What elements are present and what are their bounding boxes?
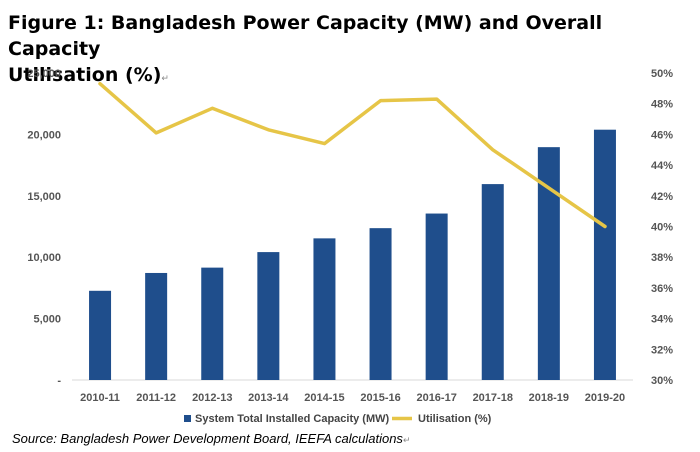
capacity-bar	[369, 228, 392, 380]
x-axis-tick-label: 2017-18	[473, 392, 513, 404]
left-axis-tick-label: 20,000	[27, 129, 61, 141]
left-axis-tick-label: 5,000	[33, 314, 61, 326]
left-axis-tick-label: 15,000	[27, 191, 61, 203]
right-axis-tick-label: 34%	[651, 314, 673, 326]
x-axis-tick-label: 2013-14	[248, 392, 289, 404]
x-axis-tick-label: 2015-16	[360, 392, 400, 404]
right-axis-tick-label: 48%	[651, 99, 673, 111]
right-axis-tick-label: 30%	[651, 375, 673, 387]
x-axis-tick-label: 2019-20	[585, 392, 625, 404]
legend-swatch-capacity	[184, 415, 191, 422]
right-axis-tick-label: 38%	[651, 252, 673, 264]
capacity-bar	[313, 238, 336, 380]
x-axis-tick-label: 2011-12	[136, 392, 176, 404]
right-axis-tick-label: 50%	[651, 68, 673, 80]
chart-title-line1: Figure 1: Bangladesh Power Capacity (MW)…	[8, 12, 603, 60]
capacity-bar	[593, 129, 616, 380]
left-axis-tick-label: -	[57, 375, 61, 387]
right-axis-tick-label: 44%	[651, 160, 673, 172]
right-axis-tick-label: 42%	[651, 191, 673, 203]
right-axis-tick-label: 36%	[651, 283, 673, 295]
x-axis-tick-label: 2016-17	[416, 392, 456, 404]
utilisation-line	[98, 81, 607, 229]
left-axis-tick-label: 25,000	[27, 68, 61, 80]
legend-label-capacity: System Total Installed Capacity (MW)	[195, 413, 390, 425]
capacity-bar	[257, 252, 280, 380]
capacity-bar	[537, 147, 560, 380]
source-text: Source: Bangladesh Power Development Boa…	[12, 431, 403, 446]
chart-title: Figure 1: Bangladesh Power Capacity (MW)…	[8, 10, 648, 92]
x-axis-tick-label: 2010-11	[80, 392, 120, 404]
right-axis-tick-label: 46%	[651, 129, 673, 141]
right-axis-tick-label: 32%	[651, 344, 673, 356]
right-axis-tick-label: 40%	[651, 222, 673, 234]
x-axis-tick-label: 2018-19	[529, 392, 569, 404]
left-axis-tick-label: 10,000	[27, 252, 61, 264]
chart-title-line2: Utilisation (%)	[8, 64, 162, 86]
capacity-bar	[481, 184, 504, 380]
chart-source: Source: Bangladesh Power Development Boa…	[12, 431, 410, 446]
x-axis-tick-label: 2014-15	[304, 392, 344, 404]
capacity-bar	[425, 213, 448, 380]
x-axis-tick-label: 2012-13	[192, 392, 232, 404]
capacity-bar	[89, 290, 112, 380]
legend-label-utilisation: Utilisation (%)	[418, 413, 492, 425]
capacity-bar	[201, 267, 224, 380]
paragraph-mark: ↵	[161, 74, 169, 84]
capacity-bar	[145, 272, 168, 380]
source-paragraph-mark: ↵	[402, 435, 411, 445]
